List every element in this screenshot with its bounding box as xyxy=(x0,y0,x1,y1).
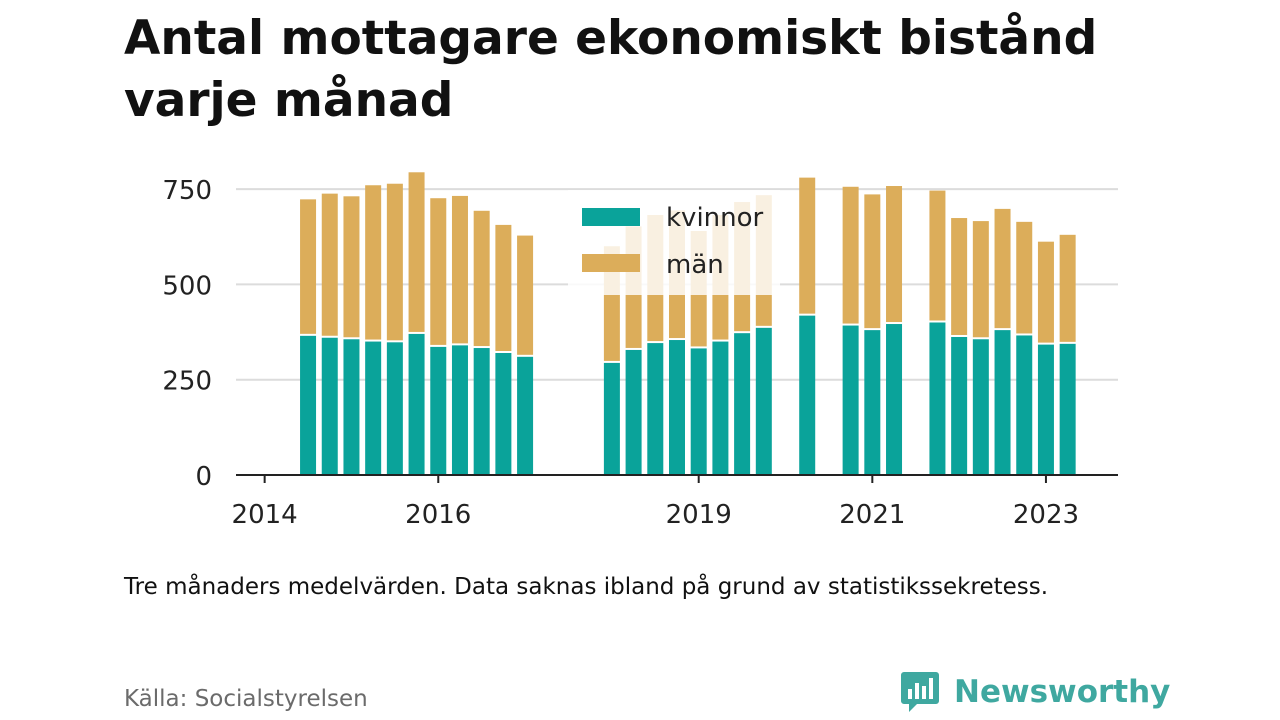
bar-kvinnor xyxy=(365,341,382,475)
chart-title: Antal mottagare ekonomiskt bistånd varje… xyxy=(124,11,1098,128)
bar-man xyxy=(343,196,360,338)
bar-kvinnor xyxy=(734,333,751,475)
bar-kvinnor xyxy=(517,356,534,475)
bar-kvinnor xyxy=(473,348,490,475)
bar-man xyxy=(300,199,317,334)
legend-label-man: män xyxy=(666,250,724,280)
bar-man xyxy=(321,193,338,336)
x-tick-label: 2023 xyxy=(1013,500,1079,530)
bar-kvinnor xyxy=(603,362,620,475)
x-ticks: 2014 2016 2019 2021 2023 xyxy=(232,475,1079,530)
bar-kvinnor xyxy=(430,346,447,475)
bar-man xyxy=(495,224,512,351)
bar-man xyxy=(886,186,903,323)
x-tick-label: 2019 xyxy=(666,500,732,530)
bar-kvinnor xyxy=(647,343,664,475)
bar-kvinnor xyxy=(669,340,685,475)
bar-kvinnor xyxy=(451,345,468,475)
bar-kvinnor xyxy=(386,342,403,475)
bar-man xyxy=(799,177,816,314)
bar-kvinnor xyxy=(972,339,989,475)
bar-man xyxy=(365,185,382,340)
bar-kvinnor xyxy=(321,337,338,475)
bar-kvinnor xyxy=(690,348,707,475)
bar-man xyxy=(1037,241,1054,343)
bar-kvinnor xyxy=(886,324,903,475)
y-tick-labels: 0 250 500 750 xyxy=(162,176,212,492)
bar-man xyxy=(1059,234,1076,342)
bar-man xyxy=(994,208,1011,329)
bar-man xyxy=(842,186,859,324)
bar-man xyxy=(864,194,881,329)
bar-kvinnor xyxy=(842,325,859,475)
bar-kvinnor xyxy=(755,327,772,475)
bar-man xyxy=(972,221,989,338)
bar-man xyxy=(408,172,425,332)
bar-man xyxy=(451,195,468,344)
brand-logo: Newsworthy xyxy=(900,670,1170,714)
bar-man xyxy=(386,183,403,341)
bar-man xyxy=(951,218,968,335)
bar-kvinnor xyxy=(1016,335,1033,475)
bar-man xyxy=(517,235,534,355)
bar-kvinnor xyxy=(343,339,360,475)
legend-swatch-kvinnor xyxy=(582,208,640,226)
chart-note: Tre månaders medelvärden. Data saknas ib… xyxy=(124,574,1049,600)
bar-man xyxy=(473,210,490,347)
legend-background xyxy=(568,190,780,295)
y-tick-label: 500 xyxy=(162,271,212,301)
legend: kvinnor män xyxy=(568,190,780,295)
y-tick-label: 750 xyxy=(162,176,212,206)
bar-kvinnor xyxy=(864,330,881,475)
bar-kvinnor xyxy=(1059,343,1076,475)
brand-name: Newsworthy xyxy=(954,674,1171,710)
bars xyxy=(300,172,1076,475)
x-tick-label: 2021 xyxy=(839,500,905,530)
bar-kvinnor xyxy=(712,341,729,475)
legend-label-kvinnor: kvinnor xyxy=(666,203,764,233)
bar-kvinnor xyxy=(1037,344,1054,475)
bar-kvinnor xyxy=(408,333,425,475)
y-tick-label: 0 xyxy=(195,462,212,492)
y-tick-label: 250 xyxy=(162,367,212,397)
bar-man xyxy=(430,198,447,345)
bar-kvinnor xyxy=(300,335,317,475)
bar-man xyxy=(1016,221,1033,334)
x-tick-label: 2014 xyxy=(232,500,298,530)
bar-kvinnor xyxy=(799,315,816,475)
bar-kvinnor xyxy=(951,336,968,475)
legend-swatch-man xyxy=(582,254,640,272)
bar-kvinnor xyxy=(929,322,946,475)
bar-kvinnor xyxy=(495,353,512,475)
bar-kvinnor xyxy=(625,349,642,475)
source-credit: Källa: Socialstyrelsen xyxy=(124,686,368,712)
x-tick-label: 2016 xyxy=(405,500,471,530)
bar-chart-speech-bubble-icon xyxy=(901,672,939,712)
bar-kvinnor xyxy=(994,330,1011,475)
bar-man xyxy=(929,190,946,321)
